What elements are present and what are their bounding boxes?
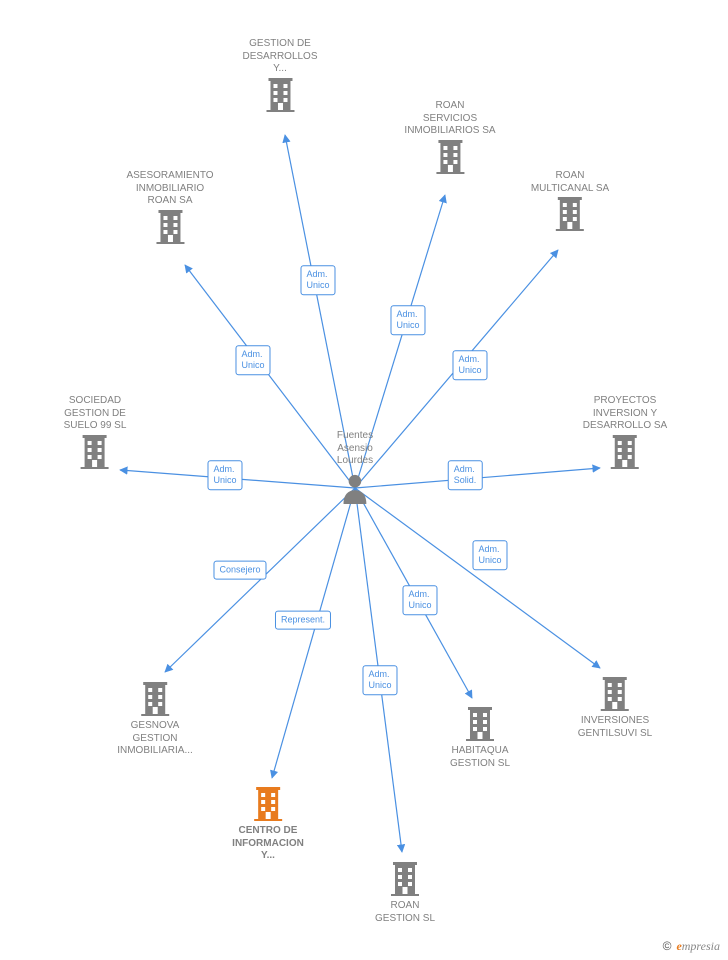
building-icon (552, 195, 588, 231)
building-icon (607, 433, 643, 469)
company-node-roan_servicios[interactable]: ROAN SERVICIOS INMOBILIARIOS SA (404, 100, 495, 178)
edge-label: Adm. Unico (452, 350, 487, 380)
company-node-gesnova[interactable]: GESNOVA GESTION INMOBILIARIA... (117, 680, 193, 758)
building-icon (77, 433, 113, 469)
building-icon (387, 860, 423, 896)
center-label: Fuentes Asensio Lourdes (337, 430, 373, 468)
company-node-gestion_desarrollos[interactable]: GESTION DE DESARROLLOS Y... (242, 38, 317, 116)
company-label: SOCIEDAD GESTION DE SUELO 99 SL (64, 395, 127, 433)
edge-label: Represent. (275, 611, 331, 630)
building-icon (597, 675, 633, 711)
company-node-roan_gestion[interactable]: ROAN GESTION SL (375, 860, 435, 925)
edge-label: Adm. Unico (402, 585, 437, 615)
center-person-node[interactable]: Fuentes Asensio Lourdes (337, 430, 373, 508)
building-icon (137, 680, 173, 716)
company-node-inversiones[interactable]: INVERSIONES GENTILSUVI SL (578, 675, 652, 740)
edge-label: Adm. Unico (362, 665, 397, 695)
building-icon (432, 138, 468, 174)
building-icon (152, 208, 188, 244)
company-node-habitaqua[interactable]: HABITAQUA GESTION SL (450, 705, 510, 770)
building-icon (250, 785, 286, 821)
company-label: ASESORAMIENTO INMOBILIARIO ROAN SA (126, 170, 213, 208)
company-node-proyectos[interactable]: PROYECTOS INVERSION Y DESARROLLO SA (583, 395, 667, 473)
copyright-symbol: © (663, 939, 672, 953)
person-icon (341, 472, 369, 504)
company-node-sociedad_gestion[interactable]: SOCIEDAD GESTION DE SUELO 99 SL (64, 395, 127, 473)
edge-label: Adm. Unico (390, 305, 425, 335)
edge-label: Adm. Unico (207, 460, 242, 490)
company-node-asesoramiento[interactable]: ASESORAMIENTO INMOBILIARIO ROAN SA (126, 170, 213, 248)
company-label: ROAN MULTICANAL SA (531, 170, 609, 195)
edge-label: Adm. Unico (472, 540, 507, 570)
footer-brand: © empresia (663, 939, 720, 954)
edge-label: Adm. Unico (300, 265, 335, 295)
edge-label: Consejero (213, 561, 266, 580)
edge-label: Adm. Unico (235, 345, 270, 375)
company-node-centro_info[interactable]: CENTRO DE INFORMACION Y... (232, 785, 304, 863)
diagram-canvas: Fuentes Asensio Lourdes GESTION DE DESAR… (0, 0, 728, 960)
company-label: INVERSIONES GENTILSUVI SL (578, 715, 652, 740)
edge-label: Adm. Solid. (448, 460, 483, 490)
brand-rest: mpresia (682, 939, 720, 953)
company-label: PROYECTOS INVERSION Y DESARROLLO SA (583, 395, 667, 433)
building-icon (462, 705, 498, 741)
company-label: GESTION DE DESARROLLOS Y... (242, 38, 317, 76)
company-label: GESNOVA GESTION INMOBILIARIA... (117, 720, 193, 758)
company-label: ROAN GESTION SL (375, 900, 435, 925)
company-label: HABITAQUA GESTION SL (450, 745, 510, 770)
company-node-roan_multicanal[interactable]: ROAN MULTICANAL SA (531, 170, 609, 235)
company-label: ROAN SERVICIOS INMOBILIARIOS SA (404, 100, 495, 138)
company-label: CENTRO DE INFORMACION Y... (232, 825, 304, 863)
building-icon (262, 76, 298, 112)
